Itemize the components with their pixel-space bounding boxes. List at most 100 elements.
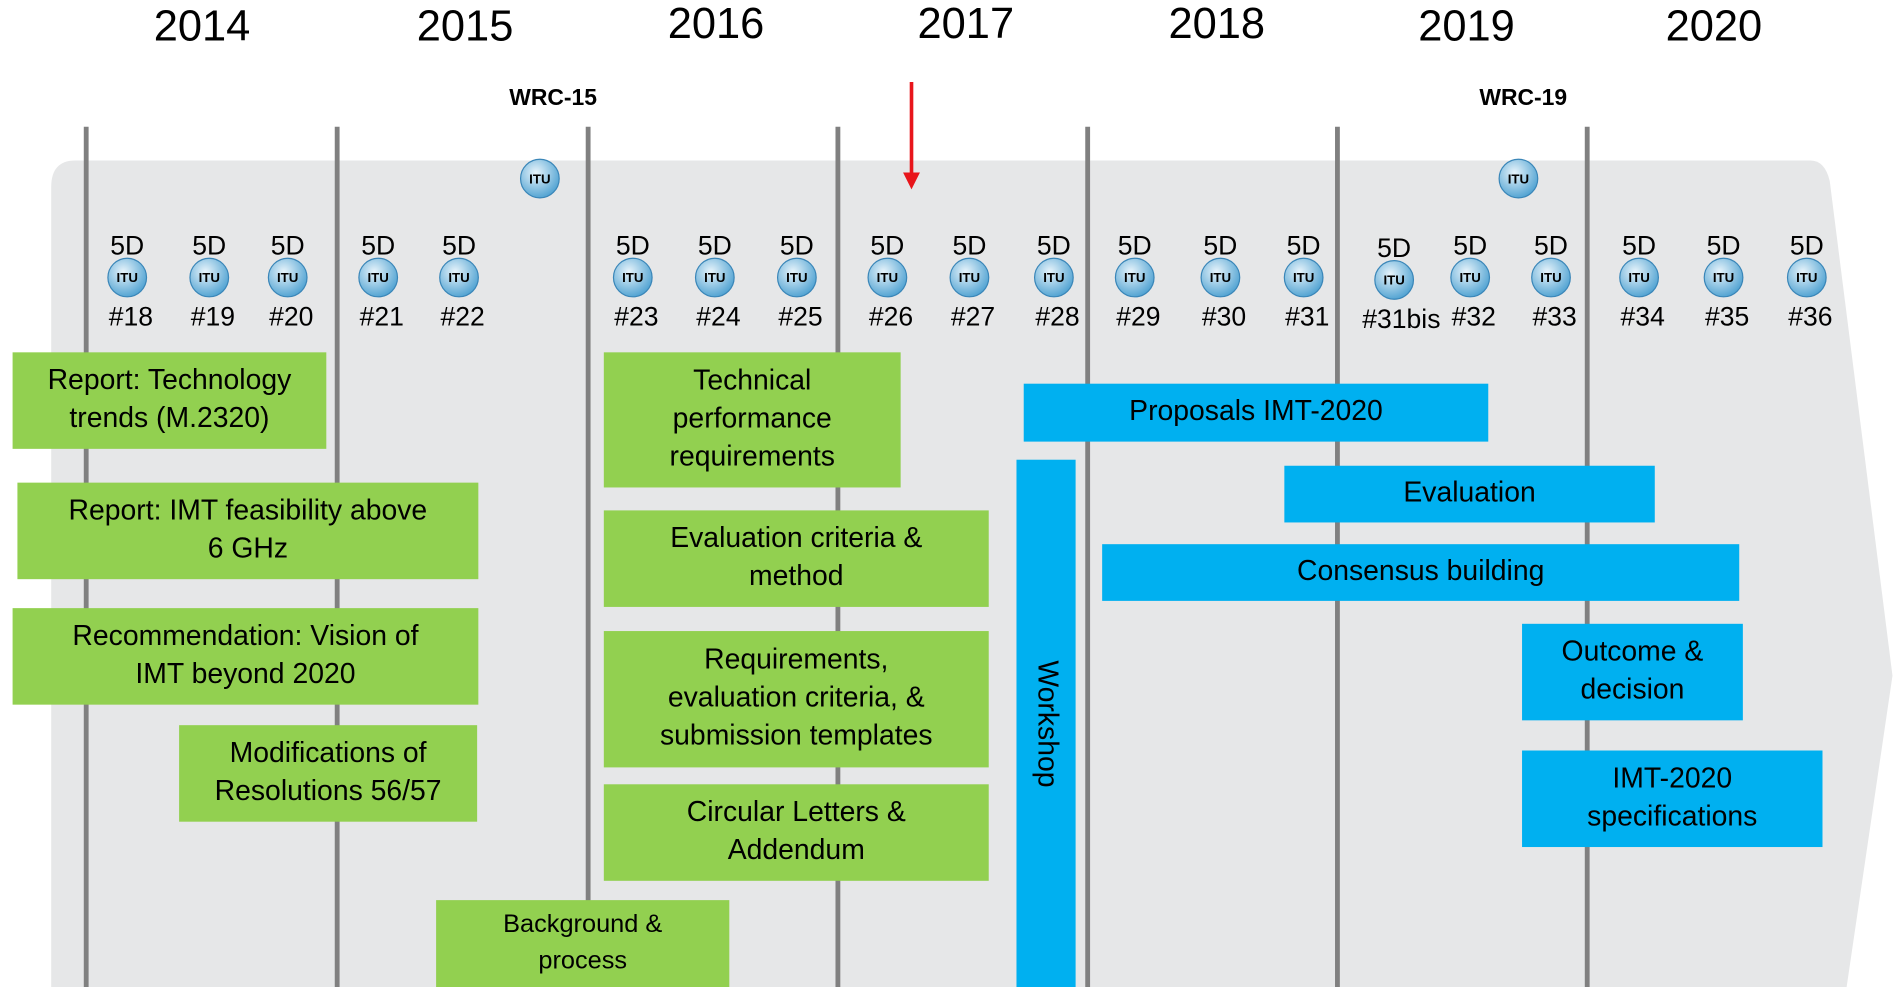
meeting-number: #33 xyxy=(1532,302,1576,332)
meeting-number: #25 xyxy=(778,302,822,332)
itu-icon-text: ITU xyxy=(1210,270,1231,285)
itu-icon-circle xyxy=(867,257,908,298)
itu-icon: ITU xyxy=(1033,257,1074,298)
meeting-body: 5D xyxy=(1707,230,1741,260)
itu-icon-text: ITU xyxy=(1628,270,1649,285)
itu-icon: ITU xyxy=(694,257,735,298)
box-text: IMT-2020 xyxy=(1612,762,1732,794)
year-label: 2020 xyxy=(1666,2,1763,50)
meeting-number: #19 xyxy=(191,302,235,332)
meeting-number: #24 xyxy=(696,302,740,332)
meeting-body: 5D xyxy=(1534,230,1568,260)
meeting-body: 5D xyxy=(110,230,144,260)
itu-icon-text: ITU xyxy=(448,270,469,285)
box-text: Requirements, xyxy=(704,644,888,676)
meeting-body: 5D xyxy=(442,230,476,260)
meeting-number: #31bis xyxy=(1362,304,1440,334)
itu-icon-circle xyxy=(949,257,990,298)
itu-icon-circle xyxy=(1786,257,1827,298)
box-text: Circular Letters & xyxy=(687,796,906,828)
year-label: 2014 xyxy=(154,2,251,50)
meeting-body: 5D xyxy=(616,230,650,260)
year-label: 2018 xyxy=(1168,0,1265,48)
itu-icon: ITU xyxy=(267,257,308,298)
activity-box xyxy=(603,352,901,488)
meeting-number: #34 xyxy=(1621,302,1665,332)
itu-icon-text: ITU xyxy=(1043,270,1064,285)
itu-icon-circle xyxy=(1283,257,1324,298)
itu-icon: ITU xyxy=(519,158,560,199)
activity-box xyxy=(12,608,479,705)
meeting-number: #27 xyxy=(951,302,995,332)
itu-icon-text: ITU xyxy=(622,270,643,285)
activity-box xyxy=(1023,383,1489,442)
year-label: 2019 xyxy=(1418,2,1515,50)
activity-box xyxy=(17,482,479,580)
meeting-number: #35 xyxy=(1705,302,1749,332)
activity-box xyxy=(603,510,989,607)
box-text: method xyxy=(749,560,844,592)
year-label: 2016 xyxy=(668,0,765,48)
box-text: Evaluation criteria & xyxy=(670,522,922,554)
year-label: 2017 xyxy=(918,0,1015,48)
itu-icon: ITU xyxy=(1498,158,1539,199)
itu-icon: ITU xyxy=(1703,257,1744,298)
itu-icon-circle xyxy=(107,257,148,298)
meeting-number: #31 xyxy=(1285,302,1329,332)
activity-box xyxy=(1016,459,1076,987)
itu-icon-circle xyxy=(439,257,479,298)
itu-icon: ITU xyxy=(776,257,817,298)
meeting-body: 5D xyxy=(780,230,814,260)
itu-icon-circle xyxy=(189,257,230,298)
itu-icon: ITU xyxy=(1619,257,1659,298)
wrc-label: WRC-19 xyxy=(1479,84,1567,110)
meeting-body: 5D xyxy=(1118,230,1152,260)
meeting-number: #29 xyxy=(1116,302,1160,332)
box-text: Consensus building xyxy=(1297,555,1544,587)
itu-icon-circle xyxy=(267,257,308,298)
meeting-body: 5D xyxy=(698,230,732,260)
itu-icon-circle xyxy=(1033,257,1074,298)
itu-icon: ITU xyxy=(1374,260,1415,300)
itu-icon: ITU xyxy=(1283,257,1324,298)
box-text: Technical xyxy=(693,364,811,396)
meeting-body: 5D xyxy=(952,230,986,260)
year-label: 2015 xyxy=(417,2,514,50)
box-text: Proposals IMT-2020 xyxy=(1129,395,1383,427)
itu-icon-circle xyxy=(1450,257,1491,298)
itu-icon-circle xyxy=(1498,158,1539,199)
meeting-body: 5D xyxy=(1377,233,1411,263)
itu-icon-text: ITU xyxy=(1540,270,1561,285)
itu-icon: ITU xyxy=(1450,257,1491,298)
meeting-body: 5D xyxy=(1790,230,1824,260)
meeting-number: #32 xyxy=(1452,302,1496,332)
meeting-number: #22 xyxy=(441,302,485,332)
itu-icon-circle xyxy=(1374,260,1415,300)
activity-box xyxy=(1102,544,1740,601)
box-text: Recommendation: Vision of xyxy=(72,620,418,652)
itu-icon-circle xyxy=(358,257,399,298)
activity-box xyxy=(12,352,327,449)
box-text: trends (M.2320) xyxy=(69,402,269,434)
meeting-body: 5D xyxy=(192,230,226,260)
activity-box xyxy=(1284,465,1655,523)
itu-icon-text: ITU xyxy=(117,270,138,285)
box-text: decision xyxy=(1580,674,1684,706)
meeting-number: #23 xyxy=(614,302,658,332)
box-text: evaluation criteria, & xyxy=(668,682,925,714)
box-text: IMT beyond 2020 xyxy=(135,658,355,690)
itu-icon-circle xyxy=(519,158,560,199)
meeting-body: 5D xyxy=(870,230,904,260)
itu-icon: ITU xyxy=(1531,257,1571,298)
box-text: 6 GHz xyxy=(208,532,288,564)
meeting-body: 5D xyxy=(1453,230,1487,260)
box-text: Addendum xyxy=(728,834,865,866)
box-text: Report: IMT feasibility above xyxy=(69,494,428,526)
box-text: submission templates xyxy=(660,720,933,752)
meeting-number: #26 xyxy=(869,302,913,332)
meeting-body: 5D xyxy=(271,230,305,260)
itu-icon: ITU xyxy=(1786,257,1827,298)
itu-icon-circle xyxy=(1114,257,1155,298)
itu-icon-text: ITU xyxy=(1293,270,1314,285)
